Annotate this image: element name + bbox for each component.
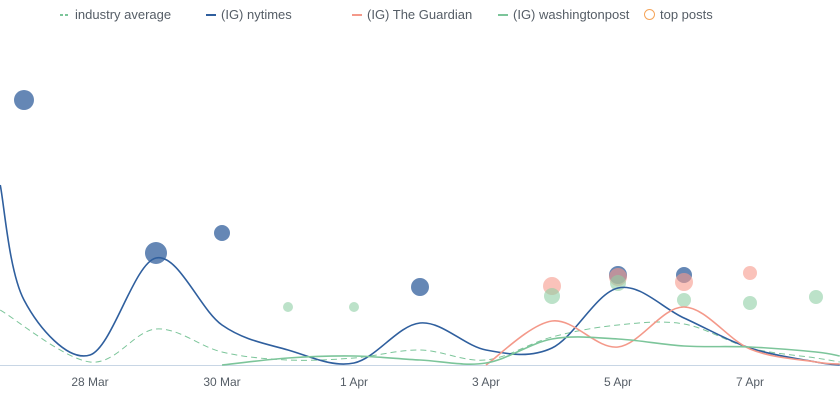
dashed-line-swatch-icon: [60, 13, 70, 16]
line-swatch-icon: [206, 13, 216, 16]
series-line--ig-washingtonpost: [221, 336, 840, 366]
top-post-point: [145, 242, 167, 264]
line-swatch-icon: [352, 13, 362, 16]
x-tick-label: 3 Apr: [472, 375, 500, 389]
legend: industry average (IG) nytimes (IG) The G…: [0, 7, 840, 25]
legend-item-nytimes[interactable]: (IG) nytimes: [206, 7, 292, 22]
x-tick-label: 5 Apr: [604, 375, 632, 389]
top-post-point: [349, 302, 359, 312]
series-line--ig-the-guardian: [485, 306, 840, 366]
series-line--ig-nytimes: [0, 184, 840, 366]
top-post-point: [411, 278, 429, 296]
legend-label: (IG) nytimes: [221, 7, 292, 22]
top-post-point: [283, 302, 293, 312]
top-post-point: [544, 288, 560, 304]
legend-item-washingtonpost[interactable]: (IG) washingtonpost: [498, 7, 629, 22]
line-swatch-icon: [498, 13, 508, 16]
top-post-point: [743, 296, 757, 310]
legend-label: industry average: [75, 7, 172, 22]
legend-item-top-posts[interactable]: top posts: [644, 7, 713, 22]
legend-item-industry-average[interactable]: industry average: [60, 7, 171, 22]
top-post-point: [14, 90, 34, 110]
top-post-point: [809, 290, 823, 304]
top-post-point: [675, 273, 693, 291]
legend-item-guardian[interactable]: (IG) The Guardian: [352, 7, 472, 22]
x-tick-label: 30 Mar: [203, 375, 240, 389]
legend-label: top posts: [660, 7, 713, 22]
circle-swatch-icon: [644, 9, 655, 20]
legend-label: (IG) washingtonpost: [513, 7, 630, 22]
x-tick-label: 7 Apr: [736, 375, 764, 389]
x-tick-label: 1 Apr: [340, 375, 368, 389]
legend-label: (IG) The Guardian: [367, 7, 473, 22]
top-post-point: [743, 266, 757, 280]
top-post-point: [214, 225, 230, 241]
series-line-industry-average: [0, 309, 840, 363]
top-post-point: [677, 293, 691, 307]
x-tick-label: 28 Mar: [71, 375, 108, 389]
